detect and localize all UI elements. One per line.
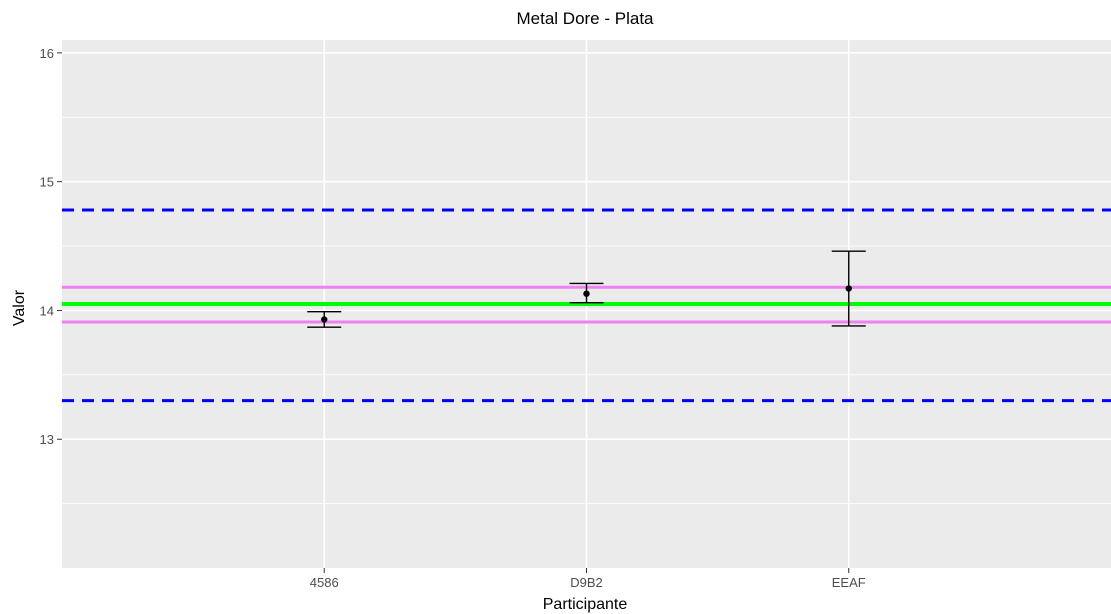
y-tick-label: 14 [40, 303, 54, 318]
y-tick-label: 15 [40, 175, 54, 190]
x-tick-label: EEAF [832, 575, 866, 590]
y-tick-label: 13 [40, 432, 54, 447]
chart-title: Metal Dore - Plata [517, 9, 655, 28]
y-tick-label: 16 [40, 46, 54, 61]
x-tick-label: D9B2 [570, 575, 603, 590]
x-axis: 4586 D9B2 EEAF [310, 568, 866, 590]
data-point [845, 285, 852, 292]
x-tick-label: 4586 [310, 575, 339, 590]
y-axis: 13 14 15 16 [40, 46, 62, 447]
y-axis-title: Valor [11, 289, 28, 326]
data-points [321, 285, 852, 323]
data-point [583, 290, 590, 297]
data-point [321, 316, 328, 323]
x-axis-title: Participante [543, 596, 628, 613]
